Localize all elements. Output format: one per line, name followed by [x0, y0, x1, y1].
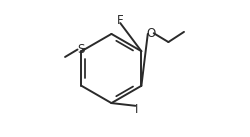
- Text: I: I: [135, 103, 138, 116]
- Text: S: S: [77, 43, 84, 56]
- Text: O: O: [146, 27, 156, 40]
- Text: F: F: [117, 14, 123, 27]
